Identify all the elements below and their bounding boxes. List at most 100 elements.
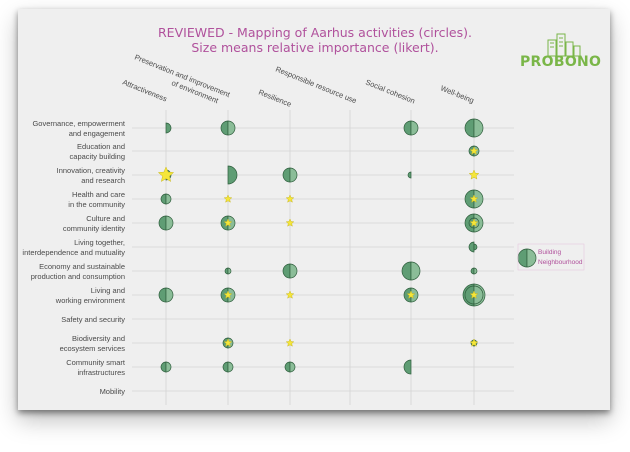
row-label-line: and research: [81, 176, 125, 185]
activity-mark: [403, 120, 419, 136]
neighbourhood-half-circle: [227, 287, 236, 303]
row-label-line: capacity building: [70, 152, 125, 161]
neighbourhood-half-circle: [473, 189, 484, 209]
activity-mark: [464, 118, 484, 138]
activity-mark: [468, 241, 475, 253]
activity-mark: [468, 169, 480, 180]
neighbourhood-half-circle: [410, 120, 419, 136]
activity-mark: [407, 171, 412, 179]
building-half-circle: [282, 167, 291, 183]
neighbourhood-half-circle: [227, 215, 236, 231]
neighbourhood-half-circle: [165, 361, 172, 373]
row-label-line: Safety and security: [61, 315, 125, 324]
building-half-circle: [464, 285, 475, 305]
column-label: Resilience: [257, 88, 292, 109]
activity-mark: [285, 194, 295, 203]
activity-mark: [223, 194, 233, 203]
neighbourhood-half-circle: [473, 285, 484, 305]
row-label: Living together, interdependence and mutu…: [22, 238, 125, 257]
star-icon: [469, 290, 479, 299]
star-icon: [157, 166, 175, 182]
row-label-line: in the community: [68, 200, 125, 209]
activity-mark: [160, 361, 172, 373]
row-label: Living and working environment: [55, 286, 126, 305]
diagram-title: REVIEWED - Mapping of Aarhus activities …: [158, 25, 472, 40]
star-icon: [469, 146, 479, 155]
neighbourhood-half-circle: [227, 120, 236, 136]
activity-mark: [224, 267, 232, 275]
activity-mark: [473, 243, 478, 251]
building-half-circle: [220, 120, 229, 136]
activity-mark: [222, 337, 234, 349]
activity-mark: [468, 145, 480, 157]
star-icon: [469, 338, 479, 347]
activity-mark: [282, 167, 298, 183]
neighbourhood-half-circle: [227, 361, 234, 373]
row-label-line: and engagement: [69, 129, 126, 138]
activity-mark: [157, 166, 175, 182]
activity-mark: [464, 189, 484, 209]
column-label-line: Attractiveness: [121, 78, 168, 104]
neighbourhood-half-circle: [227, 267, 232, 275]
activity-mark: [468, 217, 480, 229]
legend-neighbourhood-label: Neighbourhood: [538, 259, 583, 266]
star-icon: [406, 290, 416, 299]
activity-mark: [285, 218, 295, 227]
neighbourhood-half-circle: [227, 165, 238, 185]
neighbourhood-half-circle: [473, 243, 478, 251]
star-icon: [285, 290, 295, 299]
row-label-line: infrastructures: [77, 368, 125, 377]
activity-mark: [220, 287, 236, 303]
building-half-circle: [158, 215, 167, 231]
star-icon: [223, 194, 233, 203]
activity-mark: [282, 263, 298, 279]
probono-logo-text: PROBONO: [520, 54, 602, 70]
row-label-line: production and consumption: [31, 272, 125, 281]
activity-mark: [285, 338, 295, 347]
row-label-line: Mobility: [100, 387, 126, 396]
legend-building-half-icon: [517, 248, 528, 268]
activity-mark: [470, 267, 478, 275]
legend-box: [517, 243, 585, 271]
star-icon: [285, 338, 295, 347]
building-half-circle: [403, 359, 412, 375]
activity-mark: [160, 193, 172, 205]
building-half-circle: [160, 361, 167, 373]
star-icon: [285, 194, 295, 203]
neighbourhood-half-circle: [165, 215, 174, 231]
star-icon: [223, 290, 233, 299]
building-half-circle: [470, 267, 475, 275]
row-label-line: Education and: [77, 142, 125, 151]
row-label-line: Living together,: [74, 238, 125, 247]
neighbourhood-half-circle: [165, 287, 174, 303]
activity-mark: [464, 285, 484, 305]
neighbourhood-half-circle: [473, 118, 484, 138]
column-label: Preservation and improvementof environme…: [130, 53, 233, 109]
building-half-circle: [401, 261, 412, 281]
row-label-line: Governance, empowerment: [32, 119, 125, 128]
activity-mark: [403, 359, 412, 375]
row-label: Culture and community identity: [63, 214, 125, 233]
star-icon: [468, 169, 480, 180]
activity-mark: [401, 261, 421, 281]
building-half-circle: [222, 361, 229, 373]
diagram-subtitle: Size means relative importance (likert).: [191, 40, 439, 55]
neighbourhood-half-circle: [410, 287, 419, 303]
row-label: Economy and sustainable production and co…: [31, 262, 125, 281]
neighbourhood-half-circle: [165, 193, 172, 205]
row-label: Innovation, creativity and research: [57, 166, 126, 185]
row-label-line: Biodiversity and: [72, 334, 125, 343]
building-half-circle: [468, 241, 475, 253]
activity-mark: [227, 165, 238, 185]
building-half-circle: [160, 193, 167, 205]
column-label-line: Well-being: [439, 84, 475, 106]
building-half-circle: [403, 120, 412, 136]
neighbourhood-half-circle: [289, 167, 298, 183]
neighbourhood-half-circle: [410, 261, 421, 281]
row-label-line: ecosystem services: [60, 344, 126, 353]
star-icon: [469, 194, 479, 203]
legend-neighbourhood-half-icon: [526, 248, 537, 268]
probono-logo-icon: [547, 33, 581, 57]
activity-mark: [285, 290, 295, 299]
